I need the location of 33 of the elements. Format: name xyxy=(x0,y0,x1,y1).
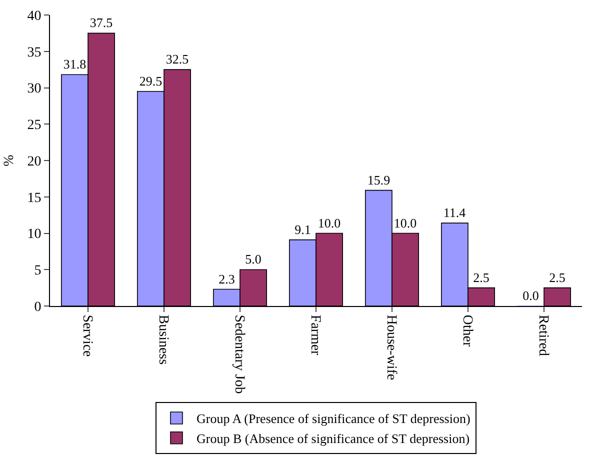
x-tick-label: House-wife xyxy=(383,314,398,380)
x-tick-label: Business xyxy=(155,314,170,365)
x-tick-label: Sedentary Job xyxy=(231,314,246,394)
y-tick-label: 0 xyxy=(34,300,42,315)
data-label: 29.5 xyxy=(139,73,162,88)
data-label: 10.0 xyxy=(394,215,417,230)
data-label: 37.5 xyxy=(90,15,113,30)
data-label: 31.8 xyxy=(63,56,86,72)
y-tick-label: 30 xyxy=(27,82,42,97)
data-label: 5.0 xyxy=(245,252,262,267)
data-label: 11.4 xyxy=(443,205,466,220)
y-tick-label: 40 xyxy=(27,8,42,24)
x-tick-label: Retired xyxy=(535,314,550,356)
data-label: 2.3 xyxy=(218,271,235,286)
data-label: 15.9 xyxy=(367,172,390,188)
y-tick-label: 25 xyxy=(27,118,42,134)
x-tick-label: Farmer xyxy=(307,314,322,356)
data-label: 2.5 xyxy=(473,270,490,285)
data-label: 10.0 xyxy=(318,215,341,230)
data-label: 32.5 xyxy=(166,52,189,67)
y-tick-label: 5 xyxy=(34,264,42,279)
data-label: 2.5 xyxy=(549,270,566,285)
legend-label: Group B (Absence of significance of ST depression) xyxy=(196,430,470,446)
y-tick-label: 10 xyxy=(27,227,42,242)
data-label: 0.0 xyxy=(522,288,539,303)
y-tick-label: 20 xyxy=(27,154,42,170)
x-tick-label: Service xyxy=(79,314,94,357)
data-label: 9.1 xyxy=(294,222,311,237)
x-tick-label: Other xyxy=(459,314,474,348)
y-axis-title: % xyxy=(2,154,17,166)
legend-label: Group A (Presence of significance of ST depression) xyxy=(196,411,470,426)
y-tick-label: 35 xyxy=(27,45,42,60)
y-tick-label: 15 xyxy=(27,190,42,206)
